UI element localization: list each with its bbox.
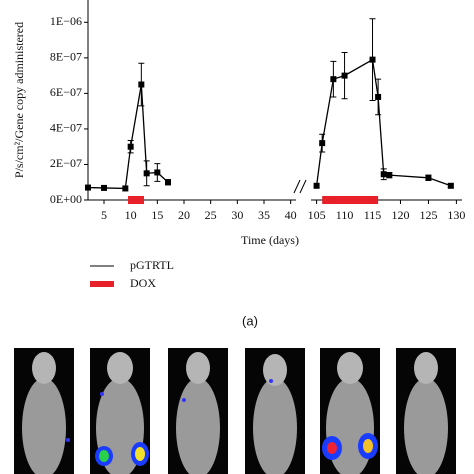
x-tick-label: 25 [205, 208, 217, 222]
mouse-images [14, 348, 456, 474]
point [319, 140, 326, 147]
legend-label: DOX [130, 276, 156, 290]
point [138, 81, 145, 88]
series-line [87, 58, 452, 190]
x-tick-label: 120 [391, 208, 409, 222]
legend: pGTRTL DOX [90, 258, 174, 290]
x-tick-label: 10 [125, 208, 137, 222]
x-axis-label: Time (days) [241, 233, 299, 247]
legend-label: pGTRTL [130, 258, 174, 272]
x-tick-label: 30 [231, 208, 243, 222]
point [380, 171, 387, 178]
point [143, 170, 150, 177]
axis-break [299, 179, 307, 194]
x-tick-label: 105 [308, 208, 326, 222]
x-tick-label: 110 [336, 208, 354, 222]
caption: (a) [242, 313, 258, 328]
mouse-panel [396, 348, 456, 474]
point [425, 174, 432, 181]
x-tick-label: 5 [101, 208, 107, 222]
point [313, 182, 320, 189]
point [375, 93, 382, 100]
point [330, 76, 337, 83]
x-tick-label: 115 [364, 208, 382, 222]
point [85, 184, 91, 191]
point [369, 56, 376, 63]
point [386, 172, 393, 179]
point [447, 182, 454, 189]
dox-bar [128, 196, 144, 204]
x-tick-label: 35 [258, 208, 270, 222]
x-tick-label: 20 [178, 208, 190, 222]
mouse-panel [90, 348, 150, 474]
y-axis-label: P/s/cm²/Gene copy administered [12, 22, 26, 178]
y-tick-label: 4E−07 [50, 121, 82, 135]
legend-swatch [90, 281, 114, 287]
y-tick-label: 8E−07 [50, 50, 82, 64]
dox-bar [322, 196, 379, 204]
y-tick-label: 1E−06 [50, 14, 82, 28]
axis-break [293, 179, 301, 194]
mouse-panel [168, 348, 228, 474]
mouse-panel [320, 348, 380, 474]
mouse-panel [14, 348, 74, 474]
x-tick-label: 15 [151, 208, 163, 222]
y-tick-label: 2E−07 [50, 156, 82, 170]
y-tick-label: 6E−07 [50, 85, 82, 99]
point [341, 72, 348, 79]
point [154, 169, 161, 176]
y-tick-label: 0E+00 [50, 192, 82, 206]
point [122, 185, 129, 192]
x-tick-label: 125 [419, 208, 437, 222]
x-tick-label: 40 [285, 208, 297, 222]
mouse-panel [245, 348, 305, 474]
point [101, 184, 107, 191]
point [127, 143, 134, 150]
point [165, 179, 171, 186]
x-tick-label: 130 [447, 208, 465, 222]
